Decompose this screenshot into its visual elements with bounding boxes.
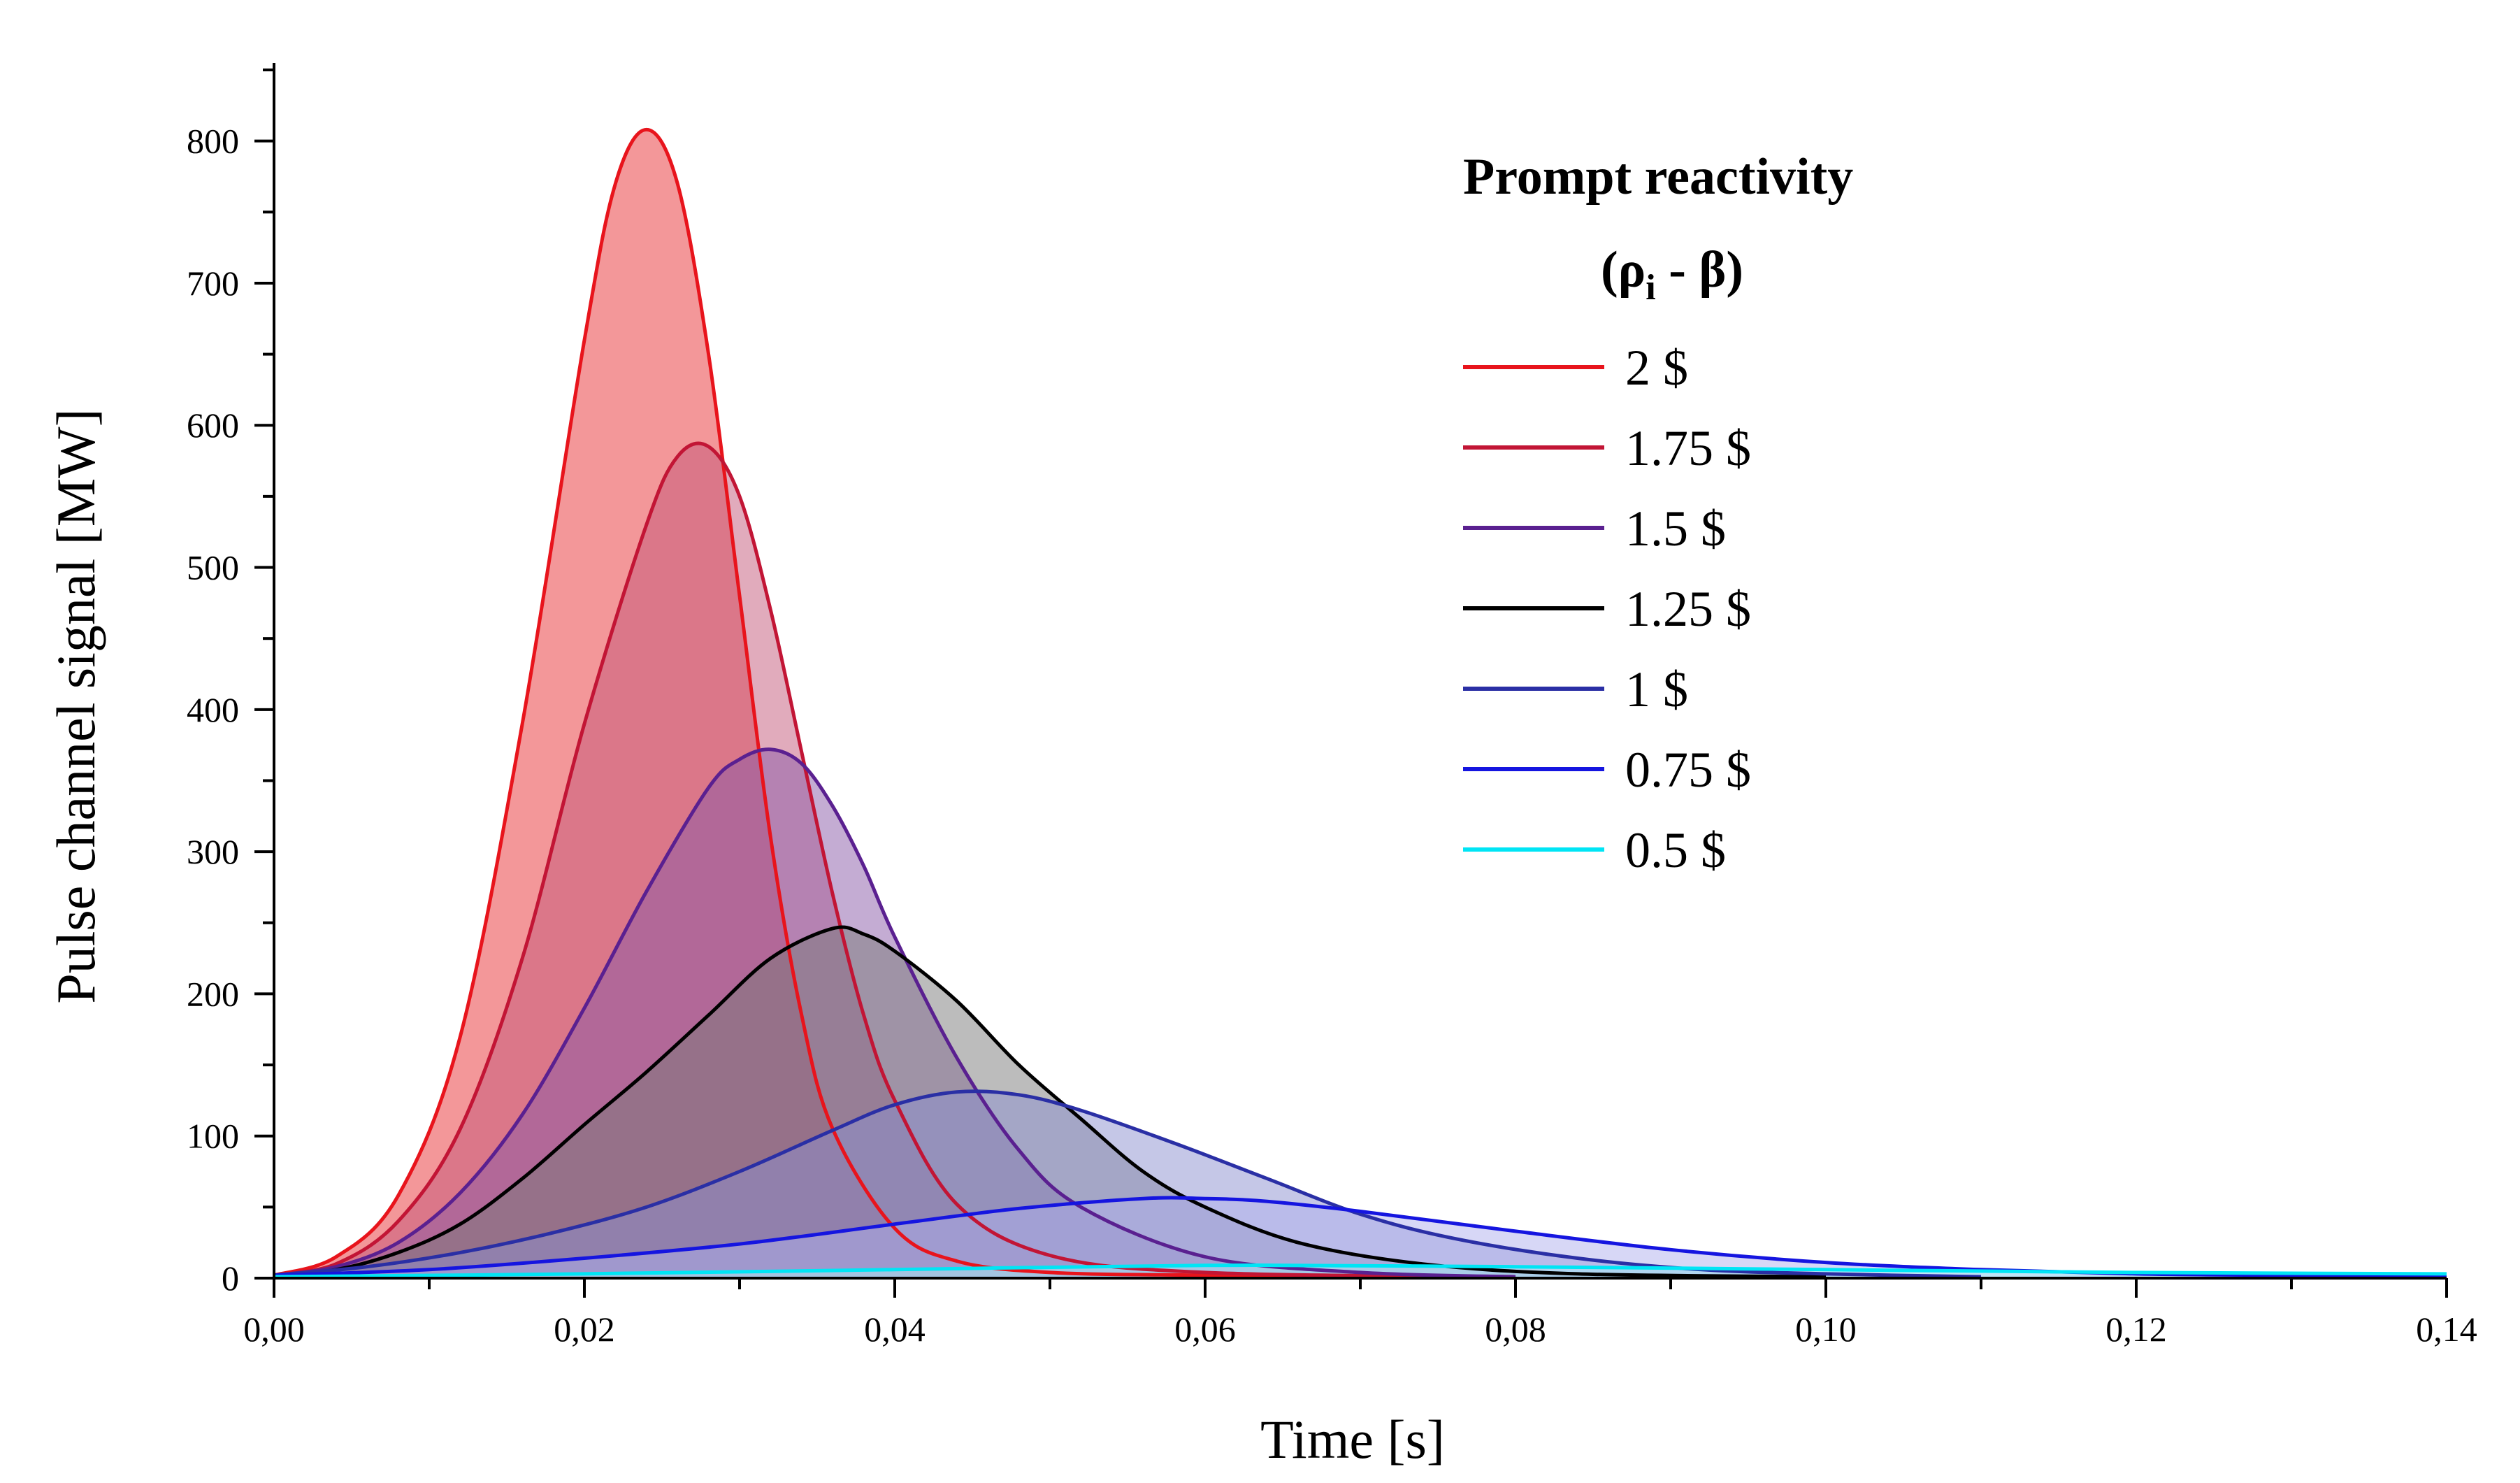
x-tick-label: 0,12 (2105, 1310, 2167, 1349)
legend-label: 1 $ (1625, 661, 1688, 717)
y-tick-label: 500 (187, 548, 239, 587)
legend-title: Prompt reactivity (1463, 148, 1853, 206)
series-lines (273, 127, 2447, 1279)
x-tick-label: 0,08 (1485, 1310, 1546, 1349)
legend: Prompt reactivity (ρi - β) 2 $ 1.75 $ 1.5 … (1463, 148, 1853, 878)
y-tick-label: 800 (187, 122, 239, 161)
x-tick-label: 0,10 (1795, 1310, 1857, 1349)
legend-label: 0.5 $ (1625, 822, 1726, 878)
legend-label: 1.25 $ (1625, 581, 1751, 637)
y-tick-label: 100 (187, 1117, 239, 1156)
y-tick-label: 0 (222, 1259, 239, 1298)
x-tick-label: 0,06 (1174, 1310, 1236, 1349)
x-tick-label: 0,02 (554, 1310, 615, 1349)
legend-label: 0.75 $ (1625, 742, 1751, 798)
x-tick-label: 0,04 (864, 1310, 926, 1349)
legend-subtitle: (ρi - β) (1601, 241, 1743, 308)
legend-label: 1.5 $ (1625, 501, 1726, 557)
tick-labels: 0,00 0,02 0,04 0,06 0,08 0,10 0,12 0,14 0 100 200 3… (187, 122, 2477, 1349)
y-tick-label: 600 (187, 406, 239, 445)
series-line-1 (273, 441, 1516, 1279)
legend-label: 1.75 $ (1625, 420, 1751, 476)
y-tick-label: 300 (187, 832, 239, 871)
series-line-2 (273, 747, 1516, 1279)
y-tick-label: 700 (187, 264, 239, 303)
series-line-6 (273, 1263, 2447, 1279)
x-tick-label: 0,00 (243, 1310, 305, 1349)
axes (254, 63, 2448, 1298)
x-axis-title: Time [s] (1260, 1409, 1445, 1470)
series-line-3 (273, 925, 1827, 1279)
legend-label: 2 $ (1625, 340, 1688, 396)
y-tick-label: 400 (187, 690, 239, 729)
legend-items: 2 $ 1.75 $ 1.5 $ 1.25 $ 1 $ 0.75 $ 0.5 $ (1463, 340, 1751, 878)
y-axis-title: Pulse channel signal [MW] (45, 408, 106, 1003)
series-area-5 (274, 1197, 2447, 1278)
x-tick-label: 0,14 (2416, 1310, 2477, 1349)
series-fills (274, 129, 2447, 1279)
series-line-0 (273, 127, 1516, 1279)
y-tick-label: 200 (187, 974, 239, 1013)
series-area-4 (274, 1091, 1981, 1278)
series-line-4 (273, 1089, 1982, 1279)
